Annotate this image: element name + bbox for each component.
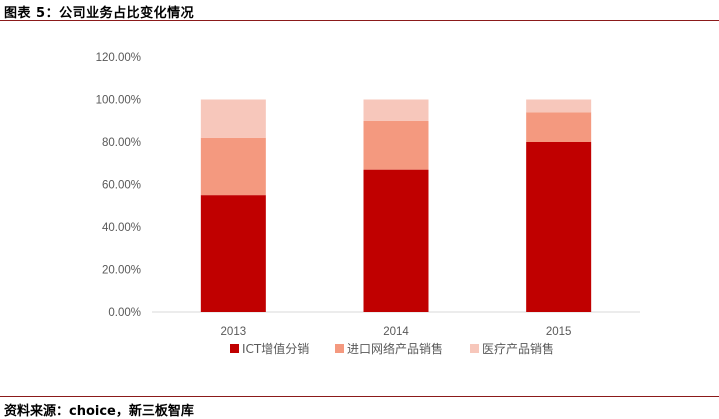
legend-label: 进口网络产品销售 [347, 341, 443, 356]
x-tick-label: 2015 [546, 326, 572, 338]
bottom-divider [0, 396, 719, 397]
y-tick-label: 40.00% [102, 222, 141, 234]
bar-segment [200, 195, 266, 312]
bar-segment [200, 99, 266, 138]
y-tick-label: 0.00% [108, 307, 141, 319]
figure-title: 图表 5：公司业务占比变化情况 [4, 6, 195, 21]
legend-swatch [470, 344, 479, 353]
legend-swatch [335, 344, 344, 353]
x-tick-label: 2013 [221, 326, 247, 338]
y-tick-label: 20.00% [102, 265, 141, 277]
bar-segment [526, 112, 592, 142]
bar-segment [363, 99, 429, 121]
bar-segment [363, 120, 429, 170]
bar-segment [526, 142, 592, 312]
y-tick-label: 100.00% [96, 95, 141, 107]
y-tick-label: 60.00% [102, 180, 141, 192]
source-note: 资料来源：choice，新三板智库 [4, 404, 194, 419]
bar-segment [363, 169, 429, 312]
bar-segment [526, 99, 592, 113]
y-tick-label: 80.00% [102, 137, 141, 149]
x-tick-label: 2014 [383, 326, 409, 338]
legend-swatch [230, 344, 239, 353]
legend-label: 医疗产品销售 [482, 341, 554, 356]
legend-label: ICT增值分销 [242, 341, 309, 356]
top-divider [0, 20, 719, 21]
y-tick-label: 120.00% [96, 52, 141, 64]
bar-segment [200, 137, 266, 196]
